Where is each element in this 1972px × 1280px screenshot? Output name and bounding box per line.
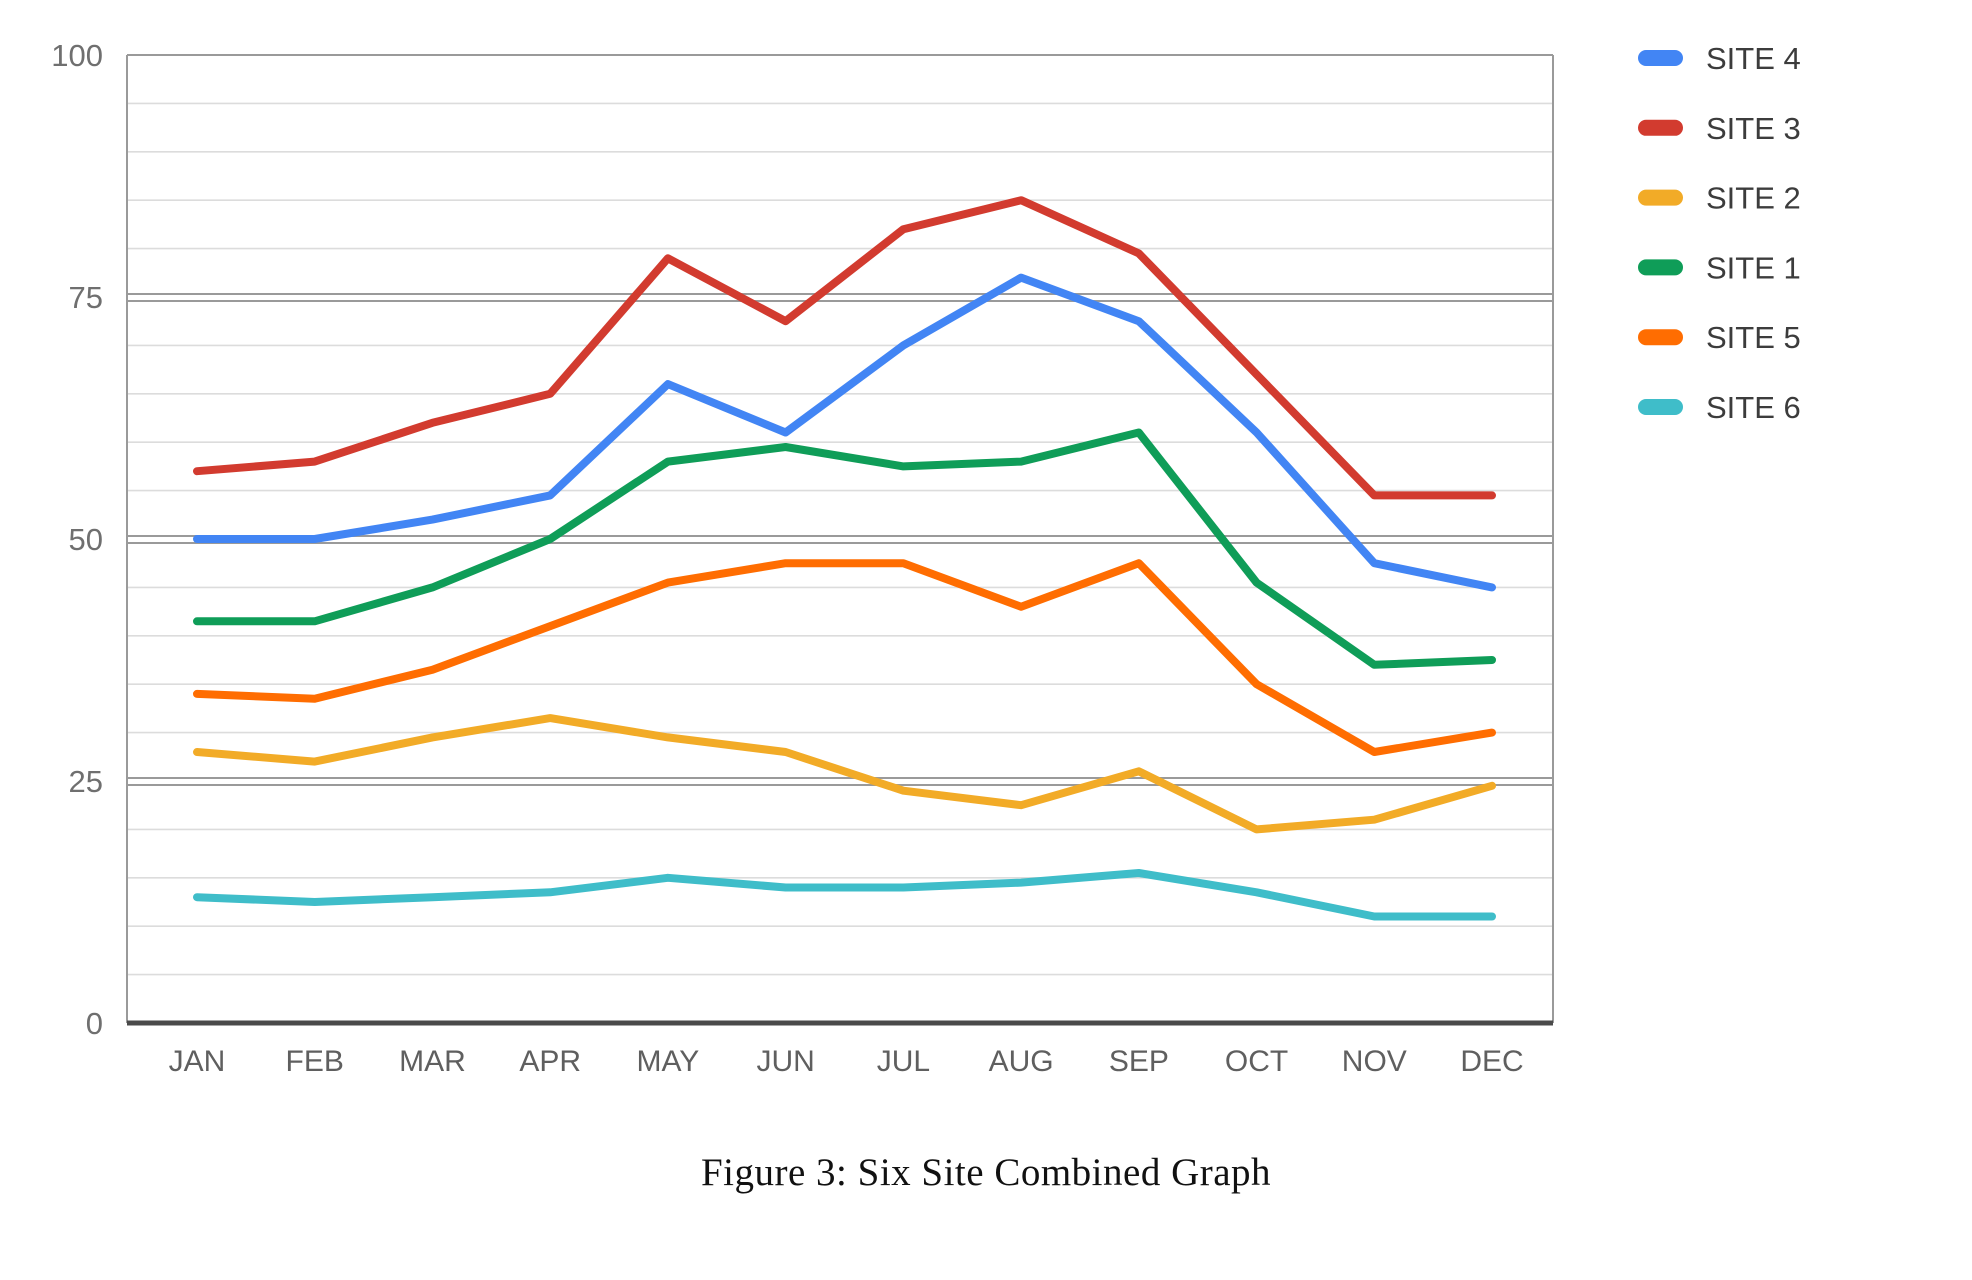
y-axis-label: 100 — [51, 38, 103, 73]
x-axis-label: DEC — [1460, 1045, 1523, 1078]
legend-item: SITE 3 — [1638, 111, 1801, 146]
figure-caption-row: Figure 3: Six Site Combined Graph — [0, 1150, 1972, 1195]
series-line-site-5 — [193, 559, 1496, 756]
minor-gridlines — [127, 102, 1553, 976]
x-axis-label: MAY — [637, 1045, 700, 1078]
legend-swatch-site-3 — [1638, 119, 1683, 136]
series-line-site-6 — [193, 869, 1496, 921]
series-line-site-4 — [193, 273, 1496, 592]
figure-3-chart: 100 75 50 25 0 JAN FEB MAR APR MAY JUN JUL AUG SEP OC… — [51, 38, 1801, 1078]
legend-swatch-site-4 — [1638, 50, 1683, 66]
series-line-site-2 — [193, 714, 1496, 834]
legend-label: SITE 1 — [1706, 250, 1801, 285]
line-chart-canvas: 100 75 50 25 0 JAN FEB MAR APR MAY JUN JUL AUG SEP OC… — [51, 38, 1801, 1078]
y-axis-label: 75 — [69, 280, 103, 315]
legend-label: SITE 6 — [1706, 390, 1801, 425]
legend-item: SITE 4 — [1638, 41, 1801, 76]
major-gridlines — [127, 54, 1553, 786]
y-axis-label: 50 — [69, 522, 103, 557]
x-axis-label: NOV — [1342, 1045, 1407, 1078]
legend-label: SITE 3 — [1706, 111, 1801, 146]
x-axis-label: JUL — [877, 1045, 930, 1078]
x-axis-label: MAR — [399, 1045, 466, 1078]
legend-label: SITE 4 — [1706, 41, 1801, 76]
y-axis-label: 25 — [69, 764, 103, 799]
legend-item: SITE 2 — [1638, 181, 1801, 216]
series-line-site-1 — [193, 428, 1496, 669]
y-axis-labels: 100 75 50 25 0 — [51, 38, 103, 1041]
x-axis-label: SEP — [1109, 1045, 1169, 1078]
legend-item: SITE 1 — [1638, 250, 1801, 285]
series-lines — [193, 196, 1496, 921]
x-axis-label: JAN — [169, 1045, 226, 1078]
legend-swatch-site-6 — [1638, 399, 1683, 415]
figure-caption: Figure 3: Six Site Combined Graph — [700, 1151, 1272, 1194]
legend-swatch-site-5 — [1638, 329, 1683, 346]
legend-item: SITE 5 — [1638, 320, 1801, 355]
y-axis-label: 0 — [86, 1006, 103, 1041]
legend-item: SITE 6 — [1638, 390, 1801, 425]
x-axis-label: FEB — [286, 1045, 344, 1078]
series-line-site-3 — [193, 196, 1496, 500]
x-axis-label: OCT — [1225, 1045, 1288, 1078]
chart-legend: SITE 4 SITE 3 SITE 2 SITE 1 SITE 5 SITE 6 — [1638, 41, 1801, 425]
plot-borders — [126, 55, 1554, 1026]
legend-label: SITE 2 — [1706, 181, 1801, 216]
legend-label: SITE 5 — [1706, 320, 1801, 355]
legend-swatch-site-2 — [1638, 189, 1683, 206]
x-axis-labels: JAN FEB MAR APR MAY JUN JUL AUG SEP OCT NOV DEC — [169, 1045, 1524, 1078]
legend-swatch-site-1 — [1638, 259, 1683, 276]
x-axis-label: APR — [519, 1045, 581, 1078]
x-axis-label: AUG — [989, 1045, 1054, 1078]
x-axis-label: JUN — [756, 1045, 814, 1078]
